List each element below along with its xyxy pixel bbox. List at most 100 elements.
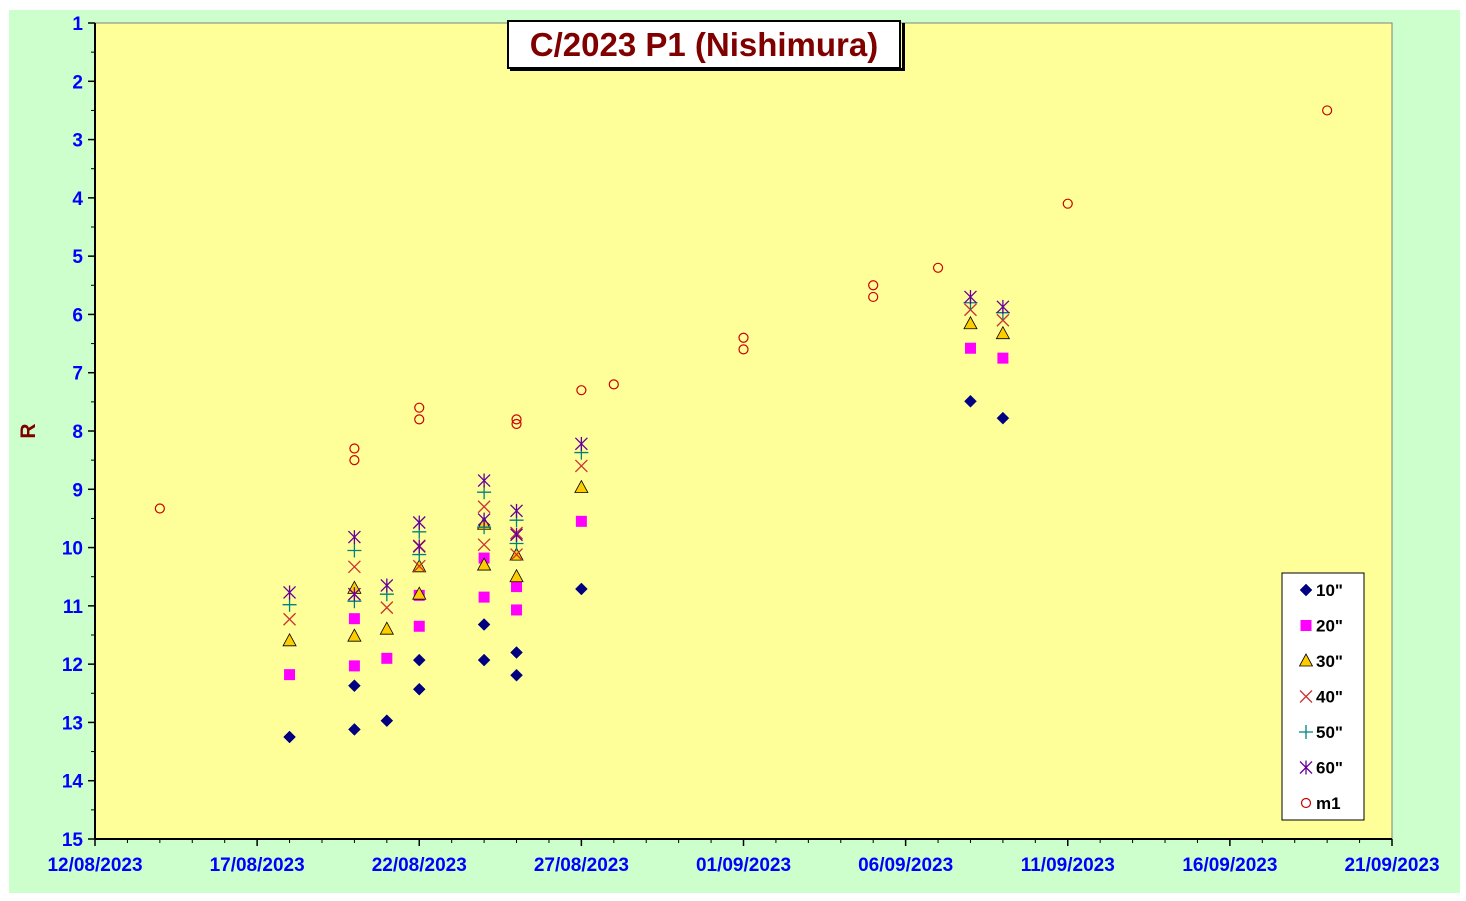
data-point: [477, 538, 491, 552]
legend: 10" 20" 30" 40" 50" 60" m1: [1281, 572, 1365, 821]
legend-label: 40": [1316, 688, 1343, 707]
data-point: [509, 568, 524, 583]
data-point: [510, 548, 523, 562]
x-tick-label: 11/09/2023: [1021, 855, 1115, 876]
data-point: [477, 618, 491, 631]
data-point: [963, 315, 978, 330]
legend-label: 10": [1316, 581, 1343, 600]
data-point: [347, 560, 361, 574]
series-6: [154, 105, 1333, 514]
data-point: [576, 385, 587, 396]
data-point: [412, 586, 427, 600]
legend-marker: [1299, 690, 1313, 703]
y-tick-label: 6: [72, 305, 83, 326]
data-point: [996, 411, 1010, 425]
data-point: [477, 512, 491, 527]
data-point: [379, 621, 394, 635]
data-point: [510, 646, 523, 659]
data-point: [381, 652, 393, 664]
data-point: [511, 604, 523, 616]
data-point: [412, 559, 426, 573]
data-point: [380, 714, 394, 728]
data-point: [996, 313, 1010, 327]
data-point: [478, 591, 490, 603]
title-box-shadow-right: [902, 23, 905, 70]
data-point: [154, 503, 165, 514]
data-point: [868, 291, 879, 303]
data-point: [380, 601, 394, 615]
y-tick-label: 8: [72, 422, 83, 443]
title-box-frame: [507, 20, 901, 69]
series-5: [283, 289, 1010, 602]
legend-label: 20": [1316, 617, 1343, 636]
y-tick-label: 7: [72, 364, 83, 385]
x-tick-label: 22/08/2023: [372, 855, 467, 876]
data-point: [412, 653, 426, 667]
legend-marker: [1299, 760, 1313, 775]
legend-marker: [1298, 653, 1314, 667]
data-point: [511, 418, 522, 430]
data-point: [477, 500, 491, 514]
data-point: [348, 679, 361, 693]
data-point: [932, 262, 944, 273]
data-point: [284, 669, 296, 681]
data-point: [477, 653, 491, 667]
data-point: [412, 682, 426, 696]
data-point: [574, 436, 588, 451]
data-point: [964, 342, 976, 354]
y-tick-label: 9: [72, 480, 83, 501]
data-point: [283, 730, 296, 744]
y-tick-label: 14: [62, 772, 84, 793]
y-tick-label: 15: [62, 830, 84, 851]
y-tick-label: 1: [72, 14, 83, 35]
data-point: [738, 344, 749, 355]
data-point: [476, 557, 492, 571]
data-point: [574, 479, 589, 493]
legend-label: 30": [1316, 652, 1343, 671]
series-0: [283, 394, 1010, 744]
x-tick-label: 06/09/2023: [858, 855, 953, 876]
legend-marker: [1300, 797, 1312, 809]
data-point: [349, 455, 360, 466]
plot-area: [94, 22, 1393, 840]
data-point: [868, 280, 879, 291]
data-point: [964, 289, 977, 304]
data-point: [380, 578, 394, 593]
data-point: [511, 581, 523, 593]
title-box-shadow-bottom: [510, 68, 905, 71]
y-tick-label: 11: [63, 597, 84, 618]
data-point: [608, 379, 619, 390]
data-point: [996, 299, 1010, 314]
legend-frame: [1281, 572, 1365, 821]
data-point: [412, 515, 426, 530]
data-point: [347, 628, 362, 642]
legend-label: m1: [1316, 794, 1341, 813]
data-point: [995, 325, 1011, 340]
x-axis-ticks: 12/08/2023 17/08/2023 22/08/2023 27/08/2023…: [47, 839, 1440, 876]
legend-marker: [1299, 583, 1313, 597]
data-point: [347, 587, 361, 602]
data-point: [575, 582, 588, 596]
y-tick-label: 4: [72, 189, 83, 210]
data-point: [282, 597, 297, 612]
data-point: [348, 723, 361, 736]
data-point: [347, 543, 362, 558]
data-point: [477, 473, 491, 488]
x-tick-label: 21/09/2023: [1344, 855, 1439, 876]
y-tick-label: 2: [72, 72, 83, 93]
data-point: [575, 515, 587, 527]
data-point: [348, 660, 360, 672]
data-point: [413, 620, 425, 632]
data-point: [412, 539, 426, 554]
data-point: [510, 668, 523, 682]
data-point: [964, 394, 977, 408]
legend-label: 50": [1316, 723, 1343, 742]
data-point: [282, 632, 297, 647]
data-point: [283, 585, 297, 600]
x-tick-label: 12/08/2023: [47, 855, 142, 876]
y-axis-label: R: [17, 423, 40, 438]
x-tick-label: 17/08/2023: [210, 855, 305, 876]
data-point: [1062, 198, 1073, 209]
data-point: [347, 530, 361, 545]
